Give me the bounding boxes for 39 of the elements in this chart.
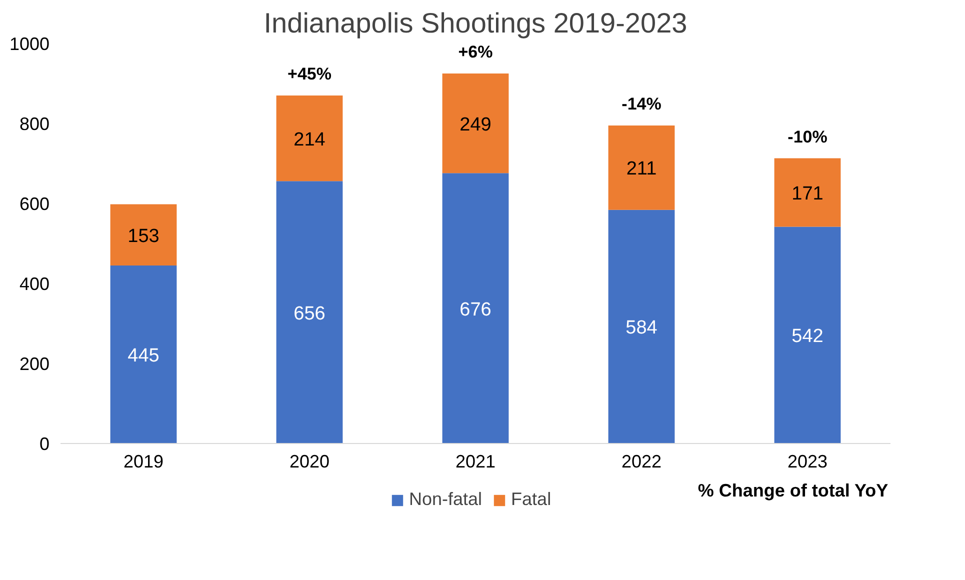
bar (442, 173, 509, 444)
x-tick-label: 2022 (621, 452, 662, 472)
bar (276, 181, 343, 444)
chart-title: Indianapolis Shootings 2019-2023 (264, 8, 688, 38)
y-tick-label: 1000 (9, 34, 50, 54)
data-label: 211 (626, 158, 657, 180)
x-tick-label: 2019 (123, 452, 164, 472)
y-tick-label: 200 (19, 354, 50, 374)
data-label: 249 (460, 114, 492, 136)
bar (608, 126, 675, 210)
data-label: 153 (128, 226, 160, 247)
data-label: 542 (792, 326, 824, 348)
x-tick-label: 2021 (455, 452, 496, 472)
x-tick-label: 2023 (787, 452, 828, 472)
text: % Change of total YoY (698, 480, 888, 500)
data-label: 656 (294, 303, 326, 324)
y-tick-label: 800 (19, 114, 50, 134)
x-tick-label: 2020 (289, 452, 330, 472)
data-label: 584 (626, 318, 658, 339)
data-label: 171 (792, 184, 824, 204)
y-tick-label: 600 (19, 194, 50, 214)
bar (774, 158, 841, 227)
annotation: -14% (622, 94, 662, 114)
bar (110, 204, 177, 266)
data-label: 445 (128, 346, 160, 366)
bar (774, 226, 841, 444)
legend-label: Non-fatal (409, 489, 482, 510)
bar (608, 210, 675, 444)
annotation: -10% (788, 127, 828, 146)
y-tick-label: 0 (39, 434, 50, 454)
data-label: 214 (294, 129, 326, 150)
bar (442, 74, 509, 174)
data-label: 676 (460, 299, 492, 320)
annotation: +6% (458, 42, 493, 62)
y-tick-label: 400 (19, 274, 50, 294)
bar (110, 266, 177, 444)
bar (276, 96, 343, 182)
legend-label: Fatal (511, 489, 552, 510)
annotation: +45% (288, 64, 332, 84)
